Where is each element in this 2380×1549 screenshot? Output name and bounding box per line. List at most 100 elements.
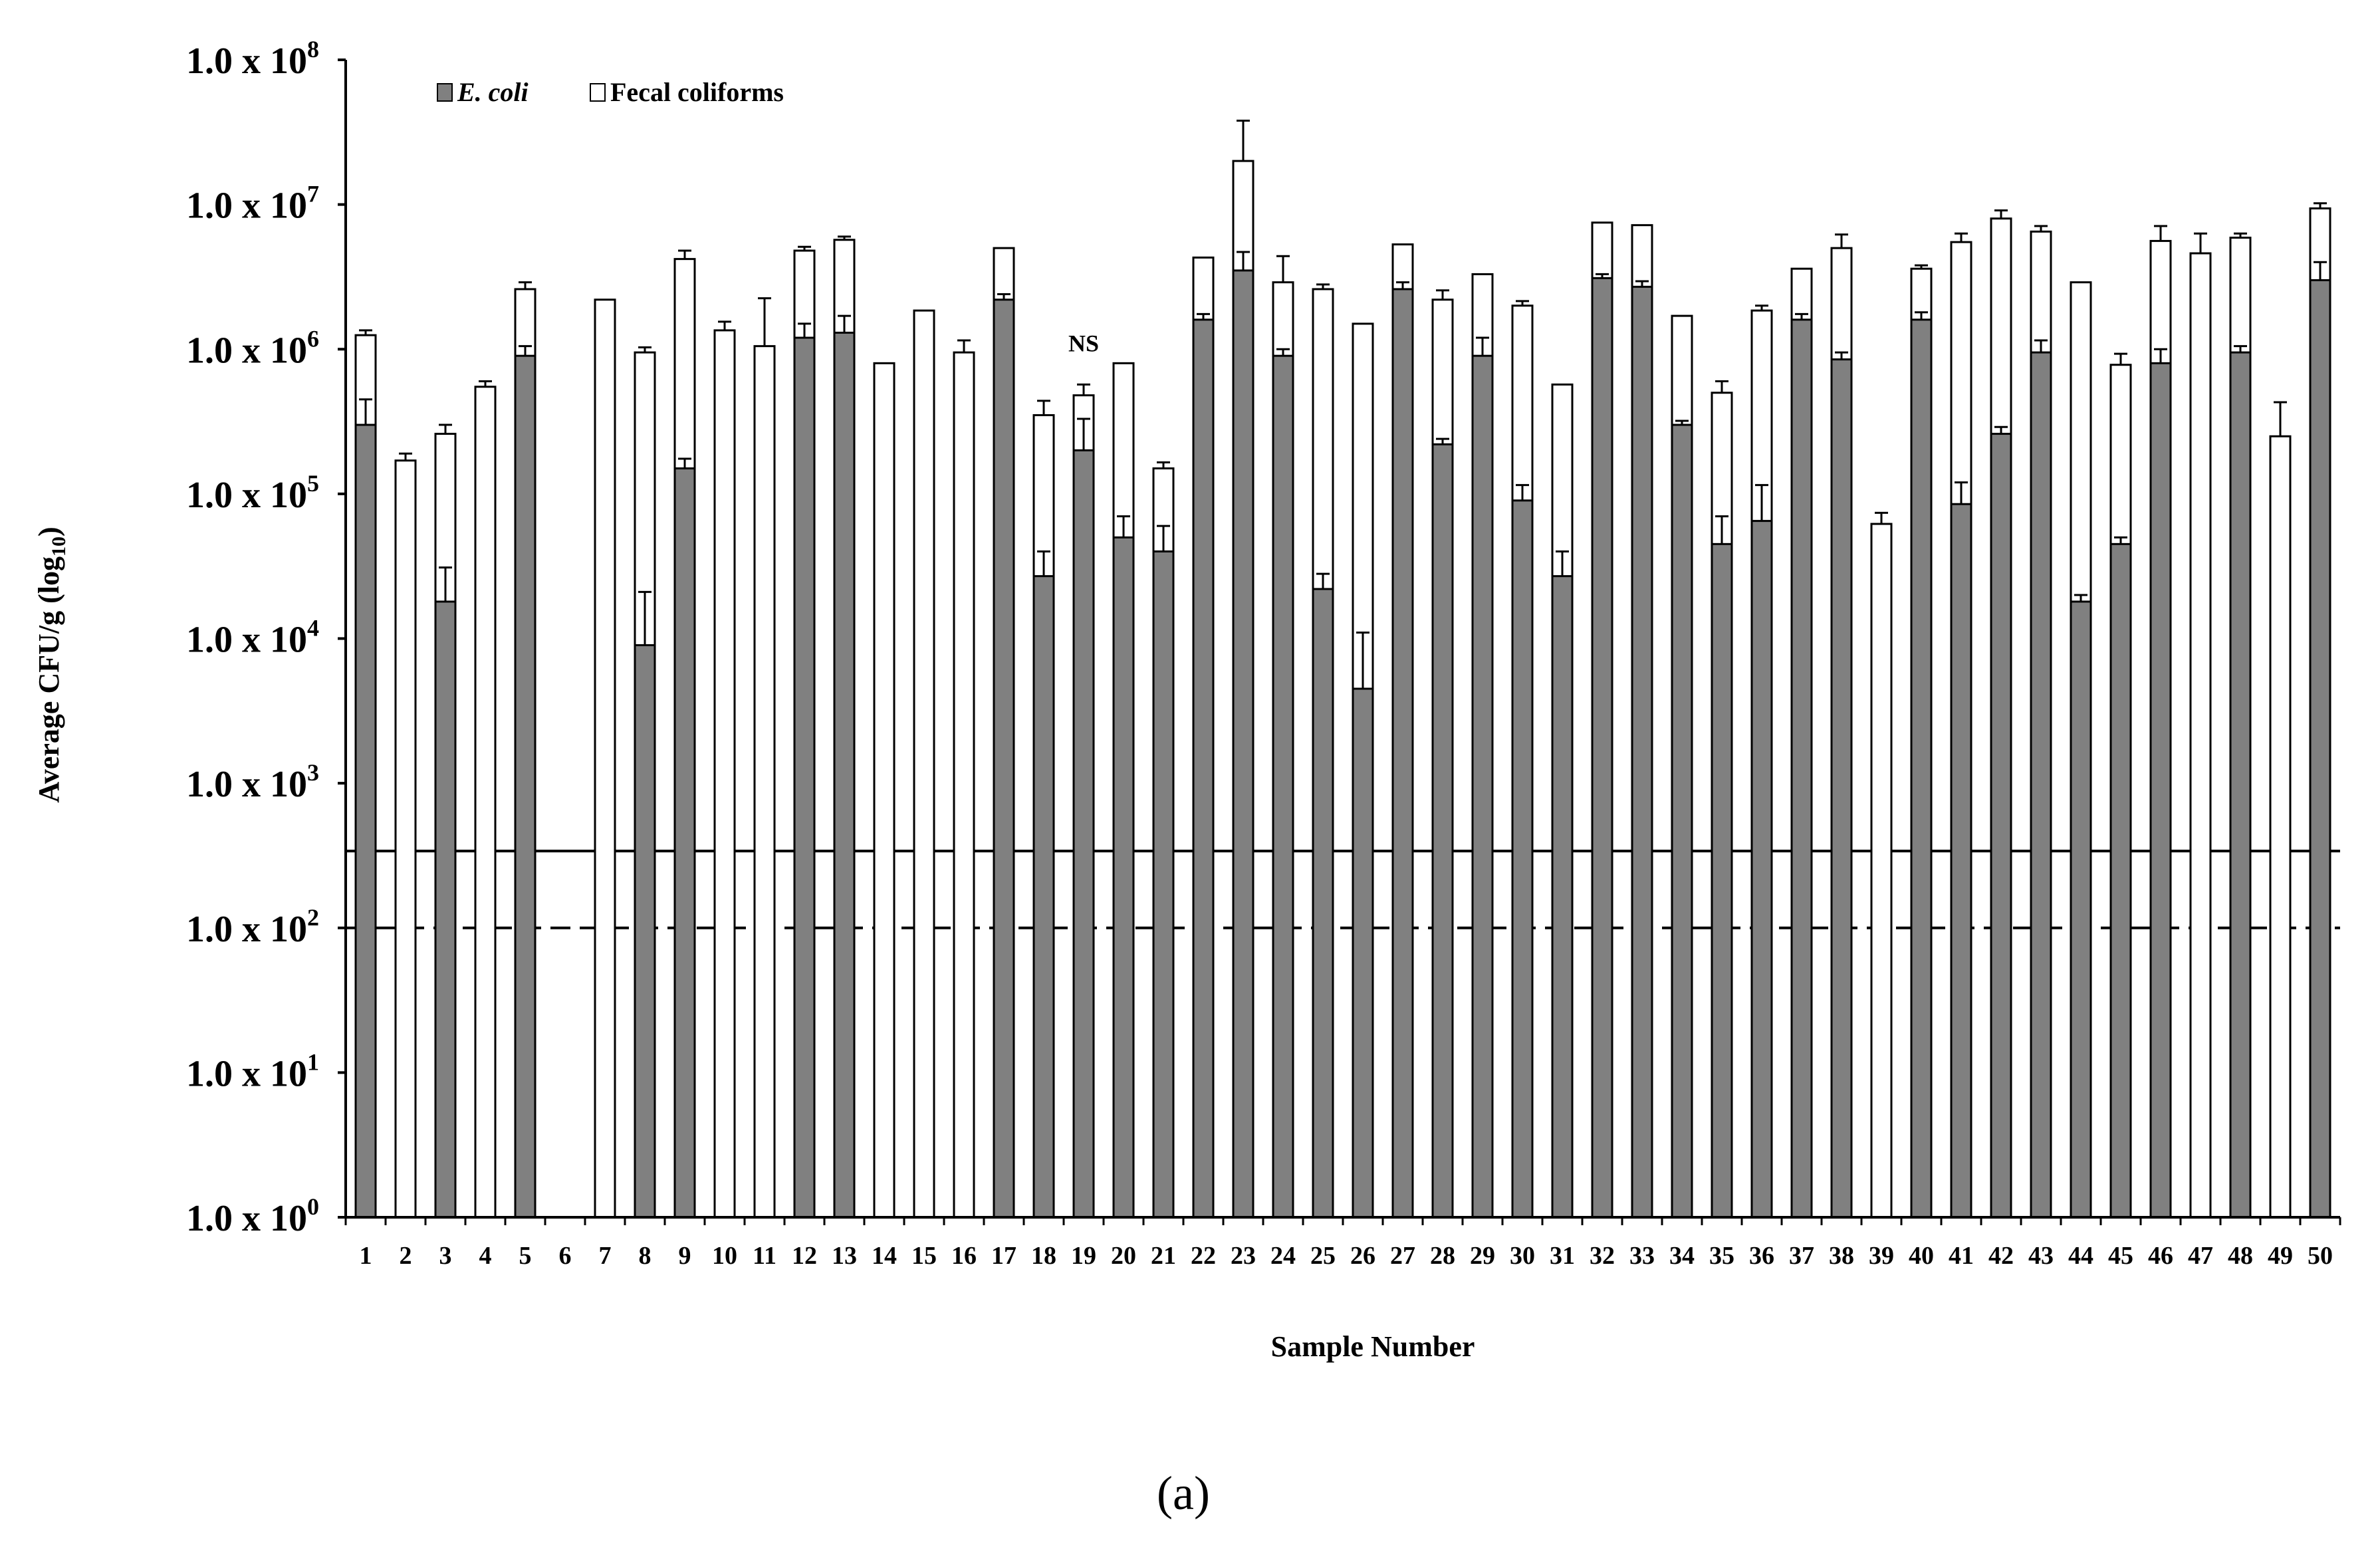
- legend-label-ecoli: E. coli: [457, 77, 529, 107]
- y-axis-title: Average CFU/g (log10): [33, 527, 70, 802]
- bar-fecal-coliforms: [1870, 523, 1893, 1219]
- x-tick-label: 35: [1709, 1242, 1734, 1270]
- bar-e-coli: [2229, 351, 2252, 1219]
- bar-e-coli: [1790, 318, 1813, 1219]
- x-tick-label: 40: [1909, 1242, 1934, 1270]
- x-tick-label: 44: [2068, 1242, 2093, 1270]
- x-tick-label: 42: [1988, 1242, 2014, 1270]
- bar-e-coli: [1830, 358, 1853, 1219]
- bar-e-coli: [354, 423, 377, 1219]
- bar-e-coli: [993, 298, 1015, 1219]
- bar-e-coli: [2149, 362, 2172, 1219]
- x-ticks: 1 2 3 4 5 6 7 8 9 10 11 12 13 14 15 16 17 18 19 20 21 22 23 24 2…: [344, 1217, 2341, 1270]
- x-tick-label: 41: [1949, 1242, 1974, 1270]
- bar-e-coli: [1950, 503, 1972, 1219]
- x-tick-label: 16: [951, 1242, 977, 1270]
- x-tick-label: 6: [559, 1242, 572, 1270]
- x-tick-label: 24: [1270, 1242, 1296, 1270]
- y-tick-label: 1.0 x 102: [186, 904, 319, 950]
- y-axis-title-end: ): [33, 527, 65, 536]
- x-tick-label: 49: [2268, 1242, 2293, 1270]
- x-tick-label: 29: [1470, 1242, 1495, 1270]
- x-tick-label: 19: [1071, 1242, 1096, 1270]
- bars: [354, 160, 2331, 1219]
- x-tick-label: 22: [1191, 1242, 1216, 1270]
- x-tick-label: 17: [991, 1242, 1016, 1270]
- x-tick-label: 43: [2028, 1242, 2054, 1270]
- y-tick-label: 1.0 x 108: [186, 36, 319, 82]
- ns-annotation: NS: [1068, 330, 1099, 356]
- x-tick-label: 8: [639, 1242, 652, 1270]
- bar-fecal-coliforms: [594, 298, 616, 1219]
- x-tick-label: 48: [2228, 1242, 2253, 1270]
- bar-e-coli: [434, 600, 457, 1219]
- x-tick-label: 25: [1310, 1242, 1336, 1270]
- bar-e-coli: [1032, 575, 1055, 1219]
- x-tick-label: 20: [1111, 1242, 1136, 1270]
- x-tick-label: 7: [599, 1242, 612, 1270]
- x-tick-label: 47: [2188, 1242, 2213, 1270]
- bar-fecal-coliforms: [2189, 252, 2212, 1219]
- y-tick-label: 1.0 x 103: [186, 759, 319, 805]
- bar-e-coli: [1990, 433, 2012, 1219]
- x-tick-label: 14: [872, 1242, 897, 1270]
- x-tick-label: 32: [1590, 1242, 1615, 1270]
- bar-fecal-coliforms: [753, 345, 776, 1219]
- x-tick-label: 36: [1749, 1242, 1774, 1270]
- bar-e-coli: [1431, 443, 1454, 1219]
- bar-fecal-coliforms: [873, 362, 895, 1219]
- bar-e-coli: [2109, 542, 2132, 1219]
- bar-e-coli: [1192, 318, 1215, 1219]
- bar-e-coli: [1072, 449, 1095, 1219]
- bar-e-coli: [1511, 499, 1534, 1219]
- bar-e-coli: [1711, 542, 1733, 1219]
- error-bars: [359, 119, 2327, 689]
- bar-e-coli: [1352, 687, 1374, 1219]
- x-tick-label: 38: [1829, 1242, 1854, 1270]
- x-tick-label: 9: [679, 1242, 691, 1270]
- bar-fecal-coliforms: [913, 309, 935, 1219]
- x-tick-label: 4: [479, 1242, 492, 1270]
- x-tick-label: 23: [1231, 1242, 1256, 1270]
- bar-e-coli: [1910, 318, 1933, 1219]
- bar-e-coli: [1391, 288, 1414, 1219]
- panel-label: (a): [1157, 1467, 1210, 1520]
- x-tick-label: 5: [519, 1242, 532, 1270]
- bar-e-coli: [1591, 277, 1613, 1219]
- bar-e-coli: [673, 467, 696, 1219]
- bar-e-coli: [1232, 269, 1254, 1219]
- bar-e-coli: [1551, 575, 1574, 1219]
- x-tick-label: 13: [832, 1242, 857, 1270]
- bar-e-coli: [2030, 351, 2052, 1219]
- x-tick-label: 27: [1390, 1242, 1415, 1270]
- x-tick-label: 50: [2308, 1242, 2333, 1270]
- bar-e-coli: [793, 336, 816, 1219]
- y-tick-label: 1.0 x 104: [186, 615, 319, 661]
- x-tick-label: 3: [439, 1242, 452, 1270]
- x-tick-label: 21: [1151, 1242, 1176, 1270]
- x-tick-label: 31: [1550, 1242, 1575, 1270]
- bar-e-coli: [1471, 354, 1494, 1219]
- x-axis-title: Sample Number: [1271, 1330, 1475, 1363]
- y-ticks: 1.0 x 100 1.0 x 101 1.0 x 102 1.0 x 103 1.0 …: [186, 36, 346, 1239]
- x-tick-label: 18: [1031, 1242, 1056, 1270]
- y-tick-label: 1.0 x 107: [186, 181, 319, 227]
- bar-fecal-coliforms: [394, 459, 417, 1219]
- legend-label-fecal: Fecal coliforms: [610, 77, 784, 107]
- bar-e-coli: [634, 644, 656, 1219]
- bar-fecal-coliforms: [2269, 435, 2292, 1219]
- bar-e-coli: [1312, 588, 1334, 1219]
- bar-fecal-coliforms: [953, 351, 975, 1219]
- bar-e-coli: [2309, 279, 2331, 1219]
- y-tick-label: 1.0 x 100: [186, 1193, 319, 1239]
- x-tick-label: 2: [400, 1242, 412, 1270]
- bar-e-coli: [1631, 285, 1653, 1219]
- x-tick-label: 15: [911, 1242, 937, 1270]
- x-tick-label: 12: [792, 1242, 817, 1270]
- bar-e-coli: [1152, 550, 1175, 1219]
- y-axis-title-main: Average CFU/g (log: [33, 556, 65, 803]
- bar-e-coli: [1671, 423, 1693, 1219]
- legend-swatch-ecoli: [437, 83, 453, 102]
- x-tick-label: 30: [1510, 1242, 1535, 1270]
